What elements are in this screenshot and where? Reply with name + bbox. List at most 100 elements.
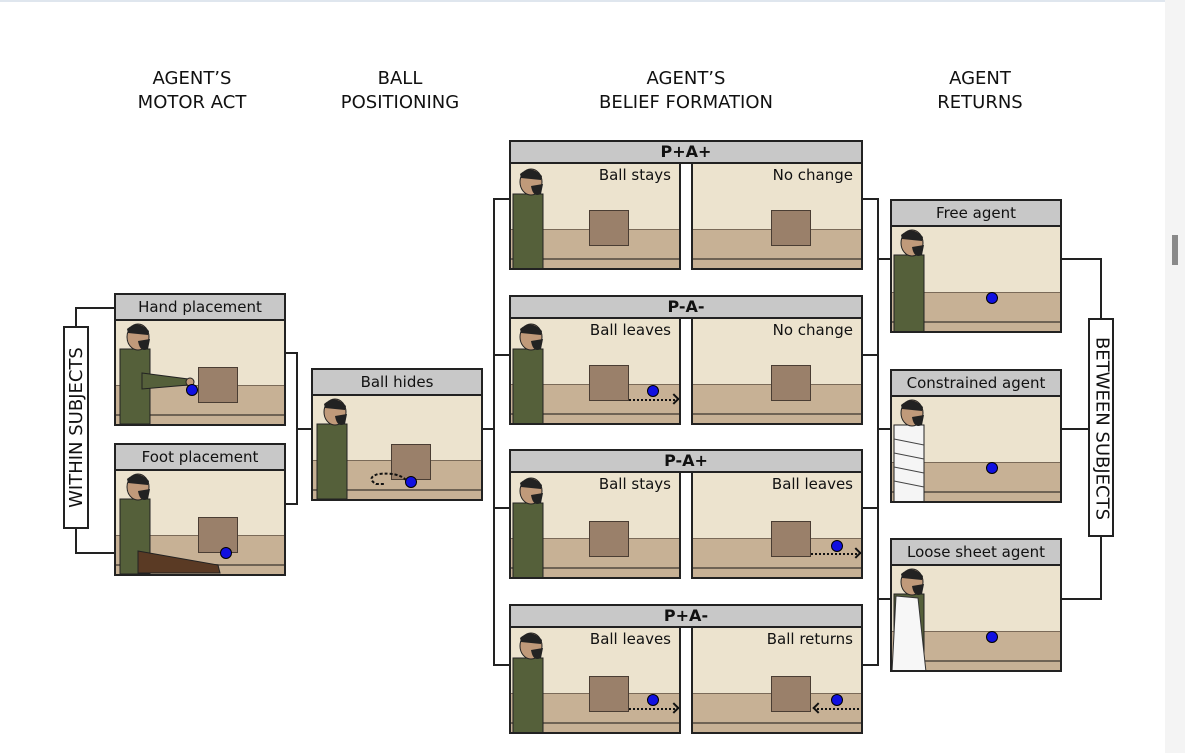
panel-title: Free agent bbox=[892, 201, 1060, 227]
hand-placement-panel: Hand placement bbox=[114, 293, 286, 426]
agent-figure bbox=[512, 323, 544, 423]
connector bbox=[877, 428, 891, 430]
connector bbox=[1062, 598, 1102, 600]
hiding-box bbox=[198, 517, 238, 553]
hiding-box bbox=[589, 521, 629, 557]
arrow-left-icon bbox=[817, 708, 859, 710]
ball bbox=[831, 540, 843, 552]
hiding-box bbox=[589, 210, 629, 246]
scene-right: Ball leaves bbox=[691, 471, 863, 579]
connector bbox=[75, 552, 115, 554]
scene-label: Ball returns bbox=[766, 630, 853, 648]
ball bbox=[831, 694, 843, 706]
connector bbox=[296, 428, 312, 430]
connector bbox=[1062, 428, 1090, 430]
connector bbox=[863, 507, 879, 509]
ball-hides-panel: Ball hides bbox=[311, 368, 483, 501]
connector bbox=[493, 354, 510, 356]
group-title-p-minus-a-plus: P-A+ bbox=[509, 449, 863, 473]
connector bbox=[493, 664, 510, 666]
hiding-box bbox=[771, 676, 811, 712]
agent-figure bbox=[512, 168, 544, 268]
scene-left: Ball stays bbox=[509, 162, 681, 270]
ball bbox=[647, 694, 659, 706]
hiding-box bbox=[771, 365, 811, 401]
agent-figure bbox=[119, 323, 195, 424]
within-subjects-label-box: WITHIN SUBJECTS bbox=[63, 326, 89, 529]
scene-left: Ball stays bbox=[509, 471, 681, 579]
hiding-box bbox=[771, 521, 811, 557]
constrained-agent-panel: Constrained agent bbox=[890, 369, 1062, 503]
ball bbox=[405, 476, 417, 488]
hiding-box bbox=[589, 365, 629, 401]
ball bbox=[220, 547, 232, 559]
connector bbox=[863, 354, 879, 356]
connector bbox=[286, 352, 298, 354]
wrapped-agent-figure bbox=[893, 399, 925, 501]
ball-path-arrow bbox=[370, 472, 407, 485]
panel-title: Hand placement bbox=[116, 295, 284, 321]
connector bbox=[75, 307, 115, 309]
between-subjects-label-box: BETWEEN SUBJECTS bbox=[1088, 318, 1114, 537]
scene-left: Ball leaves bbox=[509, 317, 681, 425]
connector bbox=[493, 198, 495, 666]
header-agent-returns: AGENT RETURNS bbox=[937, 68, 1023, 113]
agent-figure bbox=[316, 398, 348, 499]
scene-label: Ball leaves bbox=[589, 630, 671, 648]
panel-title: Loose sheet agent bbox=[892, 540, 1060, 566]
group-title-p-plus-a-minus: P+A- bbox=[509, 604, 863, 628]
connector bbox=[1062, 258, 1102, 260]
connector bbox=[863, 664, 879, 666]
connector bbox=[493, 507, 510, 509]
connector bbox=[75, 307, 77, 327]
panel-title: Ball hides bbox=[313, 370, 481, 396]
within-subjects-label: WITHIN SUBJECTS bbox=[66, 347, 87, 508]
scene-label: Ball leaves bbox=[771, 475, 853, 493]
ball bbox=[986, 462, 998, 474]
window-top-border bbox=[0, 0, 1165, 2]
group-title-p-minus-a-minus: P-A- bbox=[509, 295, 863, 319]
scene-right: Ball returns bbox=[691, 626, 863, 734]
agent-figure bbox=[119, 473, 221, 574]
arrow-right-icon bbox=[811, 553, 857, 555]
agent-figure bbox=[512, 477, 544, 577]
scene-label: Ball leaves bbox=[589, 321, 671, 339]
scene-right: No change bbox=[691, 162, 863, 270]
ball bbox=[186, 384, 198, 396]
connector bbox=[877, 198, 879, 666]
ball bbox=[986, 631, 998, 643]
hiding-box bbox=[391, 444, 431, 480]
panel-title: Foot placement bbox=[116, 445, 284, 471]
connector bbox=[286, 503, 298, 505]
arrow-right-icon bbox=[629, 708, 675, 710]
connector bbox=[1100, 258, 1102, 320]
ball bbox=[986, 292, 998, 304]
group-title-p-plus-a-plus: P+A+ bbox=[509, 140, 863, 164]
agent-figure bbox=[512, 632, 544, 732]
hiding-box bbox=[771, 210, 811, 246]
sheet-agent-figure bbox=[892, 568, 927, 670]
connector bbox=[483, 428, 495, 430]
agent-figure bbox=[893, 229, 925, 331]
header-motor-act: AGENT’S MOTOR ACT bbox=[137, 68, 247, 113]
connector bbox=[1100, 536, 1102, 600]
free-agent-panel: Free agent bbox=[890, 199, 1062, 333]
scene-label: Ball stays bbox=[598, 475, 671, 493]
scrollbar-thumb[interactable] bbox=[1172, 235, 1178, 265]
scrollbar-track[interactable] bbox=[1165, 0, 1185, 753]
scene-label: No change bbox=[772, 166, 853, 184]
header-belief-formation: AGENT’S BELIEF FORMATION bbox=[599, 68, 773, 113]
hiding-box bbox=[589, 676, 629, 712]
connector bbox=[877, 258, 891, 260]
hiding-box bbox=[198, 367, 238, 403]
connector bbox=[877, 598, 891, 600]
scene-label: Ball stays bbox=[598, 166, 671, 184]
scene-label: No change bbox=[772, 321, 853, 339]
scene-right: No change bbox=[691, 317, 863, 425]
connector bbox=[75, 528, 77, 554]
connector bbox=[493, 198, 510, 200]
between-subjects-label: BETWEEN SUBJECTS bbox=[1091, 336, 1113, 521]
foot-placement-panel: Foot placement bbox=[114, 443, 286, 576]
panel-title: Constrained agent bbox=[892, 371, 1060, 397]
scene-left: Ball leaves bbox=[509, 626, 681, 734]
